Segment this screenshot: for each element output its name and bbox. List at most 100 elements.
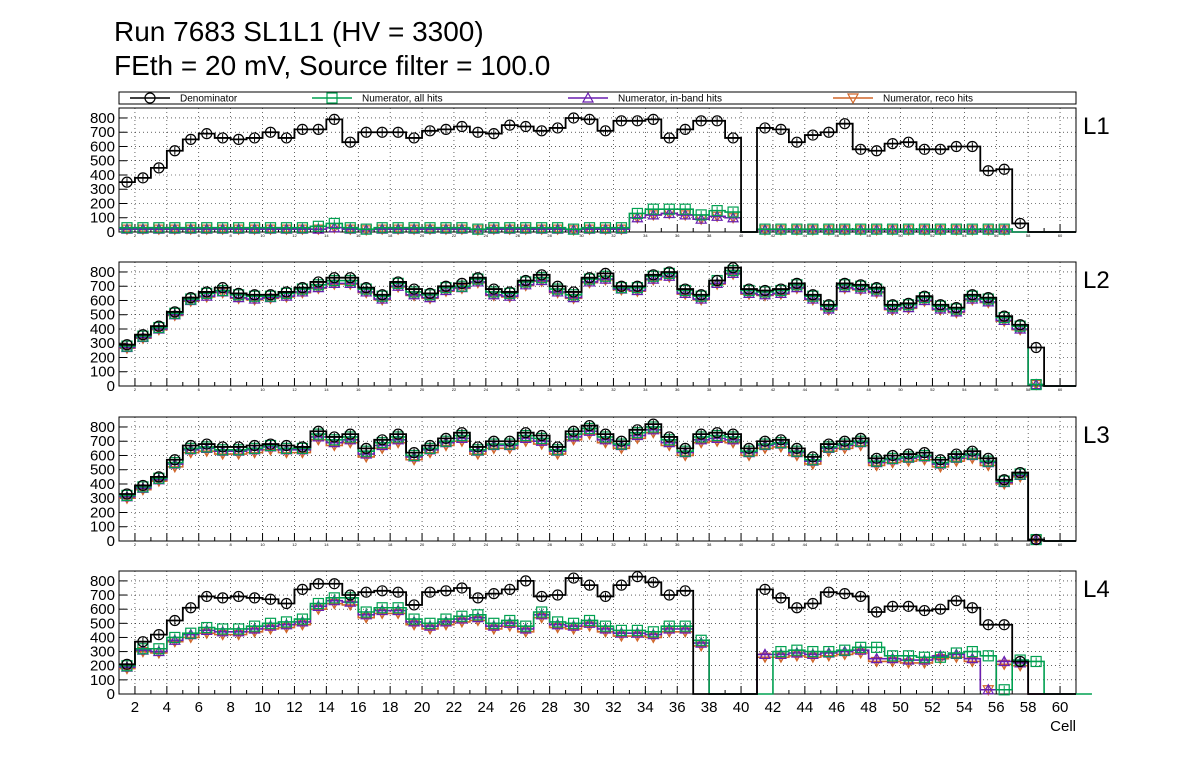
point-den [121, 488, 133, 500]
point-den [695, 289, 707, 301]
point-inband [312, 222, 325, 234]
point-inband [535, 274, 548, 286]
step-line-den [119, 423, 1076, 542]
point-inband [663, 207, 676, 219]
point-inband [519, 432, 532, 443]
point-den [392, 586, 404, 598]
point-inband [758, 648, 771, 660]
x-tick-label: 32 [611, 387, 616, 392]
x-tick-label: 40 [733, 699, 750, 716]
point-den [360, 586, 372, 598]
point-den [647, 113, 659, 126]
x-tick-label: 10 [260, 387, 265, 392]
point-inband [360, 608, 373, 620]
x-tick-label: 42 [765, 699, 782, 716]
point-den [456, 277, 468, 289]
point-den [615, 435, 628, 447]
point-den [488, 283, 500, 295]
point-all [647, 203, 659, 215]
x-tick-label: 10 [254, 699, 271, 716]
x-tick-label: 36 [675, 387, 680, 392]
point-inband [870, 652, 883, 664]
x-tick-label: 28 [547, 233, 552, 238]
point-all [599, 620, 612, 632]
x-tick-label: 26 [509, 699, 526, 716]
point-den [248, 592, 261, 604]
point-all [201, 222, 213, 234]
point-den [902, 297, 915, 309]
x-tick-label: 26 [516, 387, 521, 392]
x-tick-label: 26 [516, 233, 521, 238]
point-inband [471, 611, 484, 623]
point-den [185, 439, 197, 452]
point-all [312, 597, 324, 610]
point-all [695, 209, 707, 221]
point-all [424, 617, 436, 629]
point-den [886, 449, 899, 462]
x-tick-label: 12 [292, 233, 297, 238]
point-den [440, 585, 452, 597]
point-all [966, 645, 978, 658]
point-inband [727, 433, 740, 445]
point-inband [248, 622, 261, 634]
point-den [217, 592, 229, 604]
point-all [615, 624, 628, 636]
x-axis-title: Cell [1050, 718, 1076, 735]
point-all [791, 644, 803, 656]
point-den [488, 435, 500, 447]
point-all [472, 223, 484, 235]
x-tick-label: 30 [579, 233, 584, 238]
point-inband [152, 645, 165, 657]
point-den [440, 123, 452, 135]
x-tick-label: 58 [1026, 233, 1031, 238]
point-den [663, 266, 675, 278]
point-den [615, 280, 628, 292]
legend-label-all: Numerator, all hits [362, 94, 443, 105]
x-tick-label: 30 [579, 387, 584, 392]
point-den [982, 292, 994, 304]
x-tick-label: 34 [643, 542, 648, 547]
point-all [918, 223, 931, 235]
point-den [791, 136, 803, 148]
point-den [280, 132, 293, 144]
point-all [775, 223, 787, 235]
point-den [679, 283, 691, 295]
point-den [775, 123, 787, 135]
point-inband [455, 432, 468, 443]
point-inband [599, 272, 612, 284]
point-inband [774, 648, 787, 660]
series-all [119, 203, 1076, 235]
point-den [599, 590, 612, 603]
y-tick-label: 0 [107, 224, 115, 241]
x-tick-label: 48 [860, 699, 877, 716]
point-inband [312, 600, 325, 611]
point-inband [200, 624, 213, 635]
x-tick-label: 56 [994, 387, 999, 392]
point-den [264, 438, 277, 450]
x-tick-label: 56 [988, 699, 1005, 716]
x-tick-label: 34 [637, 699, 654, 716]
point-all [934, 223, 947, 235]
point-inband [966, 652, 979, 664]
x-tick-label: 20 [420, 233, 425, 238]
point-all [599, 222, 612, 234]
point-all [440, 613, 452, 625]
point-all [456, 610, 468, 622]
point-den [695, 428, 707, 440]
x-tick-label: 10 [260, 542, 265, 547]
x-tick-label: 54 [962, 542, 967, 547]
point-den [886, 299, 899, 311]
legend-marker-all [326, 92, 338, 104]
x-tick-label: 34 [643, 387, 648, 392]
x-tick-label: 48 [866, 542, 871, 547]
point-den [201, 128, 213, 140]
x-tick-label: 24 [478, 699, 495, 716]
point-den [296, 441, 309, 453]
point-den [312, 123, 324, 135]
x-tick-label: 60 [1058, 233, 1063, 238]
x-tick-label: 40 [739, 233, 744, 238]
point-inband [519, 622, 532, 634]
point-inband [264, 619, 277, 631]
point-den [360, 442, 372, 454]
point-den [536, 269, 548, 281]
